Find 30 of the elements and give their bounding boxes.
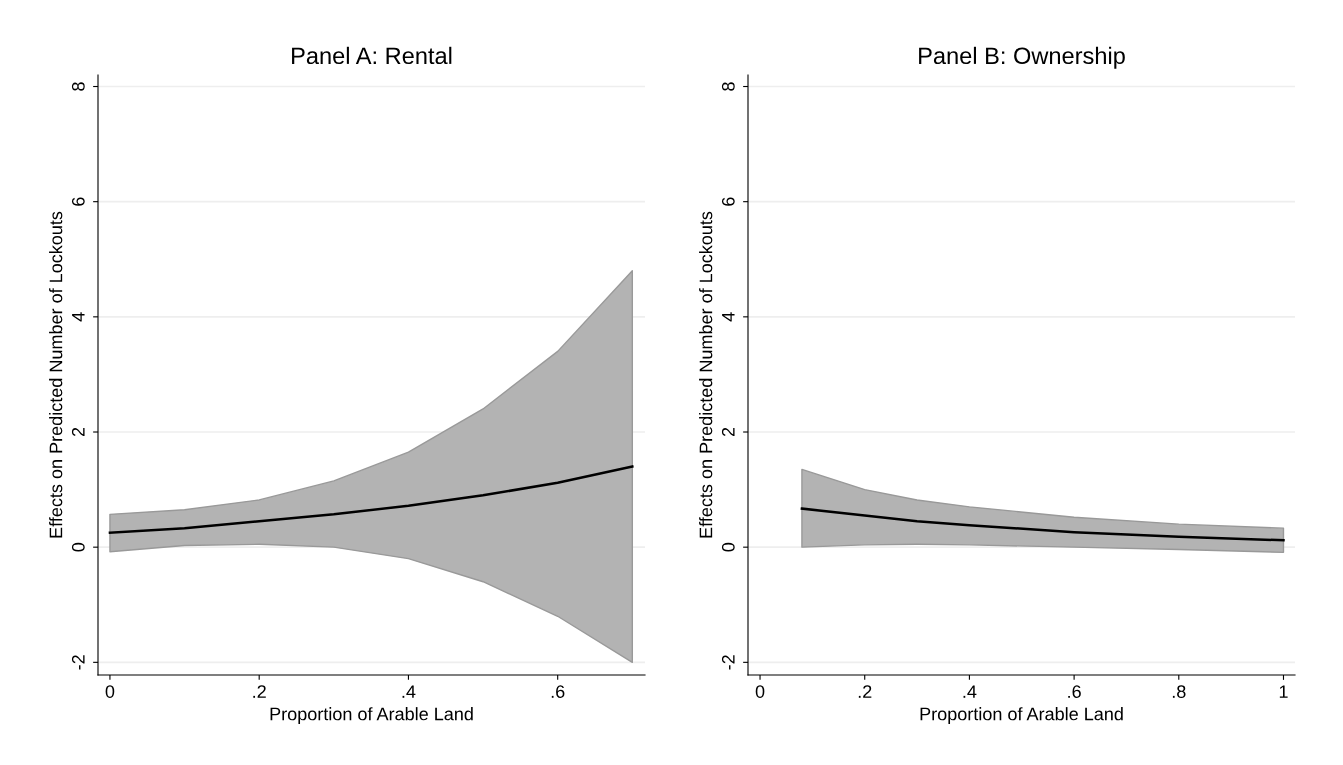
line-series xyxy=(800,507,1285,542)
y-tick-label: 4 xyxy=(72,312,85,322)
line-series xyxy=(108,465,634,535)
y-tick-label: 2 xyxy=(721,427,735,437)
x-tick-label: .2 xyxy=(253,685,266,698)
y-tick-label: 0 xyxy=(721,542,735,552)
y-tick-label: 0 xyxy=(71,542,85,552)
y-tick-label: 2 xyxy=(71,427,85,437)
chart-title: Panel A: Rental xyxy=(292,46,452,65)
x-tick-label: 0 xyxy=(755,685,765,698)
x-tick-label: .6 xyxy=(1068,685,1081,698)
x-tick-label: 1 xyxy=(1279,685,1288,698)
y-tick-label: 6 xyxy=(71,197,85,206)
y-axis-title: Effects on Predicted Number of Lockouts xyxy=(699,211,713,538)
x-tick-label: .4 xyxy=(963,685,977,698)
chart-title: Panel B: Ownership xyxy=(919,46,1125,69)
y-tick-label: 6 xyxy=(721,197,735,206)
y-axis-title: Effects on Predicted Number of Lockouts xyxy=(49,211,63,538)
y-tick-label: 4 xyxy=(722,312,735,322)
x-tick-label: .2 xyxy=(858,685,872,698)
y-tick-label: -2 xyxy=(71,655,85,670)
x-tick-label: 0 xyxy=(105,685,115,698)
y-tick-label: 8 xyxy=(721,82,735,91)
x-axis-title: Proportion of Arable Land xyxy=(270,707,473,724)
y-tick-label: 8 xyxy=(71,82,85,91)
x-axis-title: Proportion of Arable Land xyxy=(920,707,1123,724)
x-tick-label: .4 xyxy=(402,685,416,698)
x-tick-label: .6 xyxy=(551,685,565,698)
y-tick-label: -2 xyxy=(721,655,735,670)
x-tick-label: .8 xyxy=(1172,685,1186,698)
